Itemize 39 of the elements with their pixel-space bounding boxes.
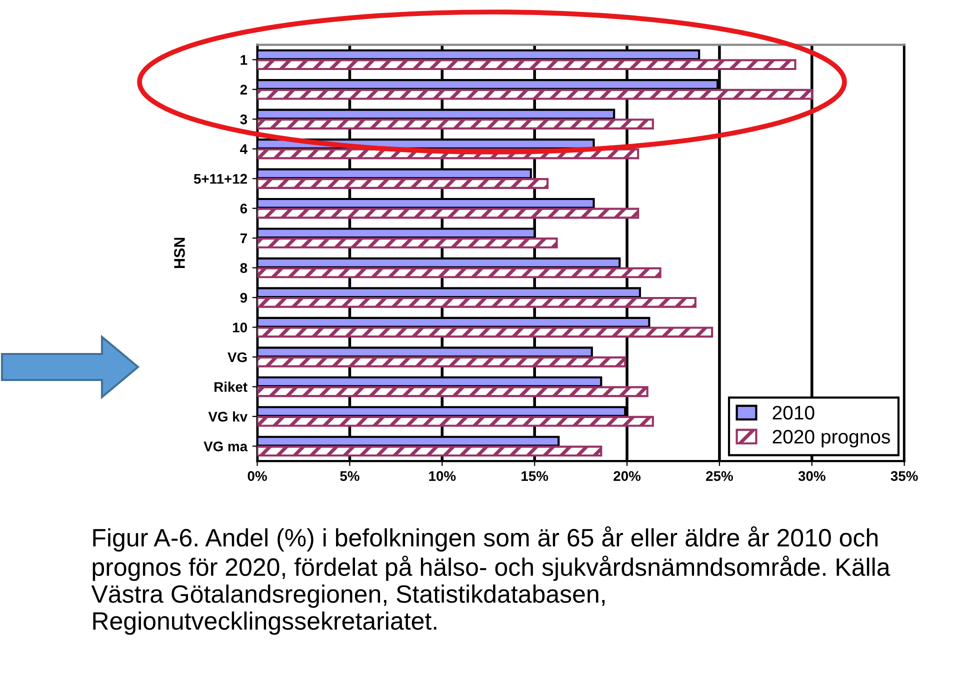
y-tick-label: 9 — [240, 292, 248, 303]
x-tick-label: 15% — [522, 471, 548, 481]
bar — [257, 386, 648, 398]
bar — [257, 59, 796, 70]
bar — [257, 118, 654, 130]
bar — [257, 178, 549, 189]
y-tick-label: 5+11+12 — [194, 174, 248, 184]
legend-label: 2020 prognos — [772, 430, 890, 448]
y-tick-label: VG ma — [204, 442, 248, 452]
y-tick-label: 10 — [232, 322, 247, 332]
bar — [257, 238, 558, 248]
bar — [257, 88, 813, 100]
bar — [257, 446, 602, 457]
y-tick-label: 4 — [240, 144, 248, 154]
y-tick-label: Riket — [214, 382, 248, 392]
x-tick-label: 20% — [614, 471, 641, 481]
bar — [257, 208, 640, 219]
y-tick-label: VG — [228, 352, 247, 362]
x-tick-label: 30% — [798, 471, 826, 481]
y-tick-label: 8 — [240, 263, 248, 273]
bar — [257, 416, 654, 427]
x-tick-label: 25% — [706, 471, 733, 481]
y-tick-label: 3 — [240, 114, 248, 124]
y-tick-label: 2 — [240, 84, 247, 94]
bar — [257, 356, 626, 368]
y-tick-label: 7 — [240, 234, 247, 244]
y-tick-label: VG kv — [208, 411, 248, 422]
x-tick-label: 0% — [248, 471, 267, 481]
bar — [257, 267, 662, 278]
x-tick-label: 10% — [429, 471, 456, 481]
x-tick-label: 35% — [890, 471, 918, 481]
bar — [257, 326, 714, 338]
bar — [257, 296, 696, 308]
x-tick-label: 5% — [340, 471, 360, 481]
y-tick-label: 1 — [240, 55, 248, 65]
y-axis-title: HSN — [174, 238, 185, 268]
legend-label: 2010 — [772, 406, 814, 420]
y-tick-label: 6 — [240, 204, 248, 214]
text: Figur A-6. Andel (%) i befolkningen som är 65 år eller äldre år 2010 och prognos för 2020, fördelat på hälso- och sjukvårdsnämndsområde. Källa Västra Götalandsregionen, Statistikdatabasen, Regionutvecklingssekretariatet. — [91, 526, 890, 635]
